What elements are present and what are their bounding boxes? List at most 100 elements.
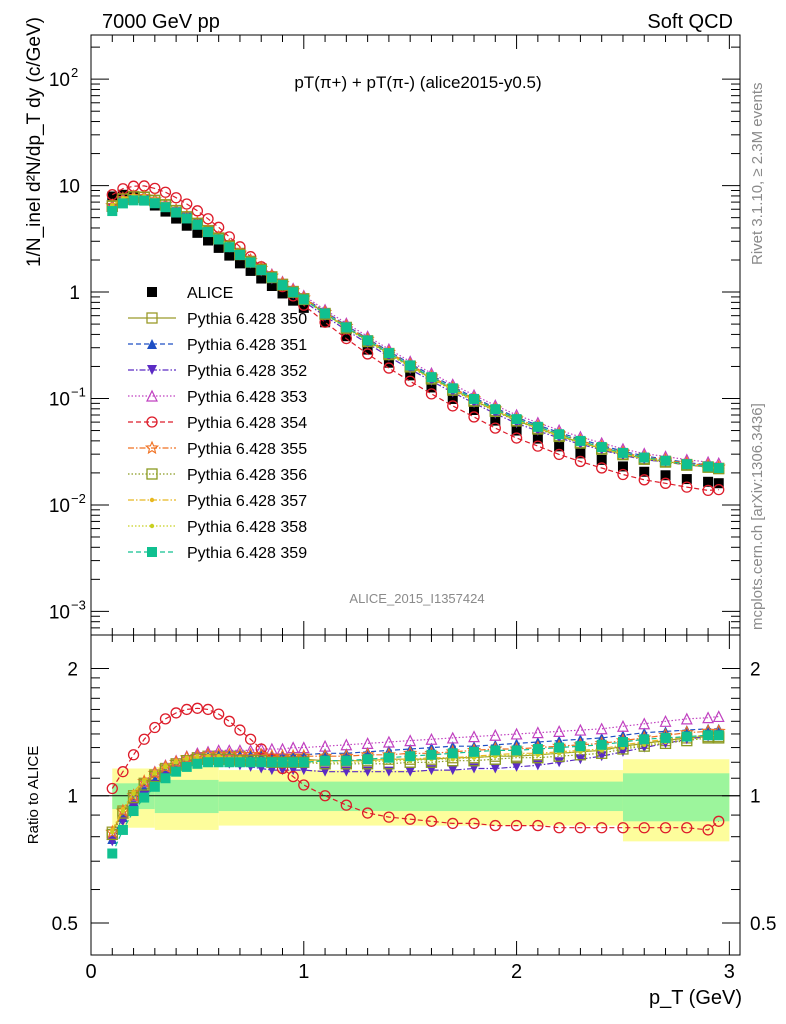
series-point — [160, 202, 171, 213]
legend-marker — [149, 523, 155, 529]
alice-point — [490, 415, 501, 426]
alice-point — [713, 478, 724, 489]
series-point — [341, 322, 352, 333]
legend-label: Pythia 6.428 353 — [187, 389, 307, 406]
x-axis-label: p_T (GeV) — [649, 987, 742, 1009]
series-point — [383, 362, 395, 374]
ratio-point — [184, 757, 189, 762]
ratio-point — [192, 758, 203, 769]
ratio-point — [224, 757, 235, 768]
ratio-point — [159, 713, 172, 725]
y-tick-exponent: 2 — [71, 65, 78, 80]
legend-marker — [147, 365, 157, 375]
rivet-label: Rivet 3.1.10, ≥ 2.3M events — [749, 83, 766, 266]
ratio-point — [288, 757, 299, 768]
series-point — [660, 455, 671, 466]
series-point — [426, 372, 437, 383]
legend-label: Pythia 6.428 352 — [187, 363, 307, 380]
legend-entry: Pythia 6.428 358 — [128, 519, 307, 536]
legend-label: Pythia 6.428 355 — [187, 441, 307, 458]
ratio-y-tick-label-right: 0.5 — [750, 914, 776, 935]
ratio-point — [712, 710, 725, 723]
ratio-point — [340, 799, 352, 811]
series-point — [469, 393, 480, 404]
ratio-point — [702, 824, 714, 836]
y-tick-exponent: −1 — [71, 384, 86, 399]
legend-label: Pythia 6.428 356 — [187, 467, 307, 484]
alice-point — [617, 461, 628, 472]
x-tick-label: 3 — [724, 961, 735, 983]
ratio-point — [191, 702, 204, 714]
ratio-point — [531, 726, 544, 739]
series-point — [256, 265, 267, 276]
ratio-point — [713, 730, 724, 741]
legend-entry: Pythia 6.428 359 — [128, 545, 307, 562]
header-right: Soft QCD — [647, 11, 733, 33]
ratio-point — [382, 735, 395, 748]
legend-marker — [146, 312, 158, 324]
legend-entry: Pythia 6.428 350 — [128, 311, 307, 328]
series-point — [681, 481, 693, 493]
series-point — [203, 227, 214, 238]
ratio-point — [340, 738, 353, 751]
alice-point — [405, 370, 416, 381]
ratio-point — [681, 731, 692, 742]
ratio-point — [511, 761, 522, 772]
legend-marker — [147, 287, 157, 297]
series-point — [266, 272, 277, 283]
ratio-point — [426, 749, 437, 760]
ratio-point — [446, 731, 459, 744]
series-line-main — [112, 185, 719, 492]
y-tick-label: 10 — [59, 177, 80, 198]
legend-entry: Pythia 6.428 351 — [128, 337, 307, 354]
ratio-point — [469, 746, 480, 757]
series-line-ratio — [111, 707, 720, 831]
alice-point — [554, 441, 565, 452]
ratio-point — [138, 775, 151, 788]
ratio-point — [256, 757, 267, 768]
alice-point — [192, 227, 203, 238]
legend-entry: Pythia 6.428 356 — [128, 467, 307, 484]
ratio-point — [163, 764, 168, 770]
ratio-point — [575, 741, 586, 752]
series-point — [489, 422, 501, 434]
ratio-point — [106, 782, 118, 795]
legend-entry: ALICE — [147, 285, 233, 302]
alice-point — [703, 476, 714, 487]
ratio-point — [680, 712, 693, 725]
y-tick-label: 10 — [49, 70, 70, 91]
series-point — [361, 348, 374, 360]
ratio-point — [276, 742, 289, 755]
series-point — [681, 459, 692, 470]
ratio-point — [532, 819, 544, 832]
legend-marker — [147, 547, 157, 557]
ratio-point — [553, 725, 566, 737]
legend-marker — [146, 416, 158, 428]
series-point — [170, 192, 182, 204]
alice-point — [639, 466, 650, 477]
ratio-y-tick-label: 1 — [67, 787, 78, 808]
ratio-point — [149, 781, 160, 792]
y-tick-exponent: −3 — [71, 597, 86, 612]
ratio-y-tick-label-right: 2 — [750, 659, 761, 680]
ratio-point — [404, 734, 417, 747]
ratio-point — [595, 722, 608, 735]
ratio-point — [447, 765, 458, 776]
main-ylabel: 1/N_inel d²N/dp_T dy (c/GeV) — [24, 17, 45, 267]
series-point — [107, 206, 118, 217]
ratio-y-tick-label-right: 1 — [750, 787, 761, 808]
series-point — [575, 435, 586, 446]
alice-point — [181, 220, 192, 231]
ratio-point — [553, 822, 565, 834]
legend-entry: Pythia 6.428 352 — [128, 363, 307, 380]
legend-label: Pythia 6.428 359 — [187, 545, 307, 562]
series-point — [510, 432, 523, 444]
series-point — [181, 213, 192, 224]
legend-entry: Pythia 6.428 353 — [128, 389, 307, 406]
ratio-point — [383, 811, 395, 823]
ratio-point — [202, 703, 214, 716]
y-tick-label: 1 — [69, 283, 80, 304]
ratio-point — [660, 732, 671, 743]
ratio-point — [702, 711, 715, 724]
